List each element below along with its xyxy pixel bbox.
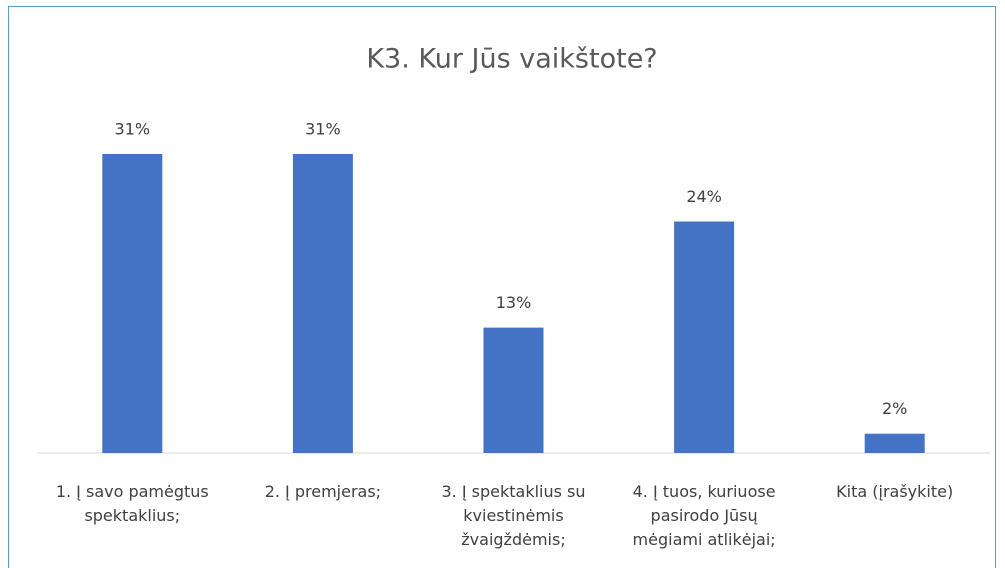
x-tick-label: Kita (įrašykite) bbox=[836, 482, 954, 501]
data-label: 31% bbox=[305, 120, 341, 139]
chart-frame bbox=[8, 6, 996, 568]
data-label: 31% bbox=[115, 120, 151, 139]
data-label: 24% bbox=[686, 187, 722, 206]
bar bbox=[864, 433, 925, 453]
x-tick-label: 4. Į tuos, kuriuose pasirodo Jūsų mėgiam… bbox=[632, 482, 776, 549]
data-label: 2% bbox=[882, 399, 907, 418]
bar bbox=[483, 327, 544, 453]
x-tick-label: 1. Į savo pamėgtus spektaklius; bbox=[55, 482, 209, 525]
bar bbox=[674, 221, 735, 453]
bar bbox=[102, 154, 163, 453]
bar bbox=[292, 154, 353, 453]
x-tick-label: 2. Į premjeras; bbox=[264, 482, 382, 501]
data-label: 13% bbox=[496, 293, 532, 312]
chart-title: K3. Kur Jūs vaikštote? bbox=[366, 44, 657, 75]
x-tick-label: 3. Į spektaklius su kviestinėmis žvaigžd… bbox=[441, 482, 586, 549]
